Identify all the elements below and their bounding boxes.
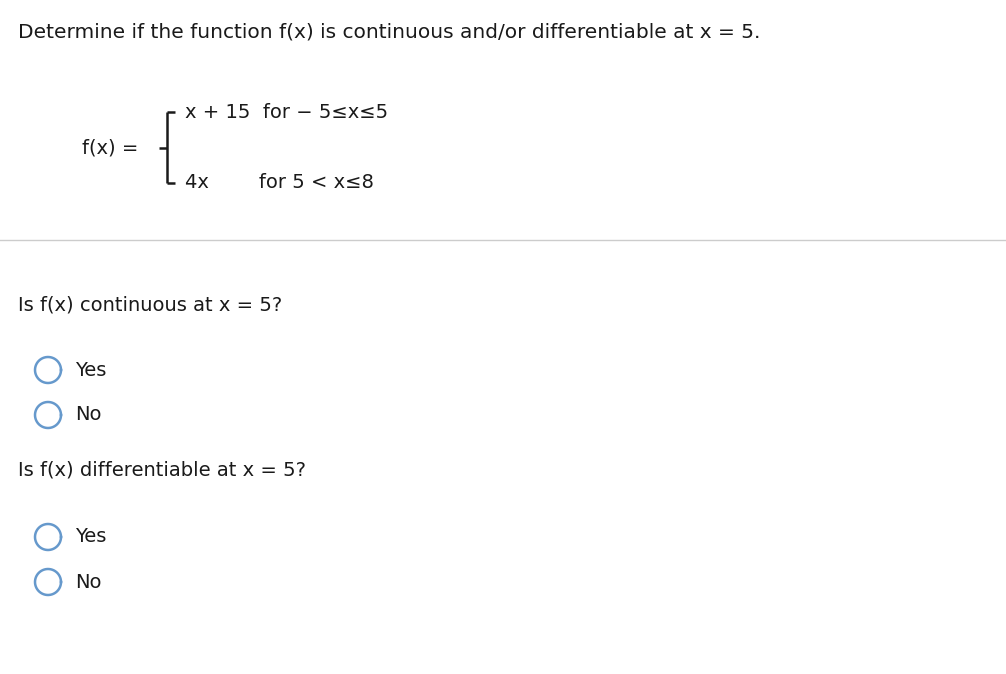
Text: Is f(x) continuous at x = 5?: Is f(x) continuous at x = 5?: [18, 295, 283, 315]
Text: Determine if the function f(x) is continuous and/or differentiable at x = 5.: Determine if the function f(x) is contin…: [18, 22, 761, 41]
Text: Yes: Yes: [75, 361, 107, 379]
Text: Is f(x) differentiable at x = 5?: Is f(x) differentiable at x = 5?: [18, 460, 306, 479]
Text: f(x) =: f(x) =: [82, 138, 139, 158]
Text: No: No: [75, 406, 102, 425]
Text: Yes: Yes: [75, 528, 107, 547]
Text: x + 15  for − 5≤x≤5: x + 15 for − 5≤x≤5: [185, 102, 388, 121]
Text: No: No: [75, 572, 102, 592]
Text: 4x        for 5 < x≤8: 4x for 5 < x≤8: [185, 173, 374, 193]
